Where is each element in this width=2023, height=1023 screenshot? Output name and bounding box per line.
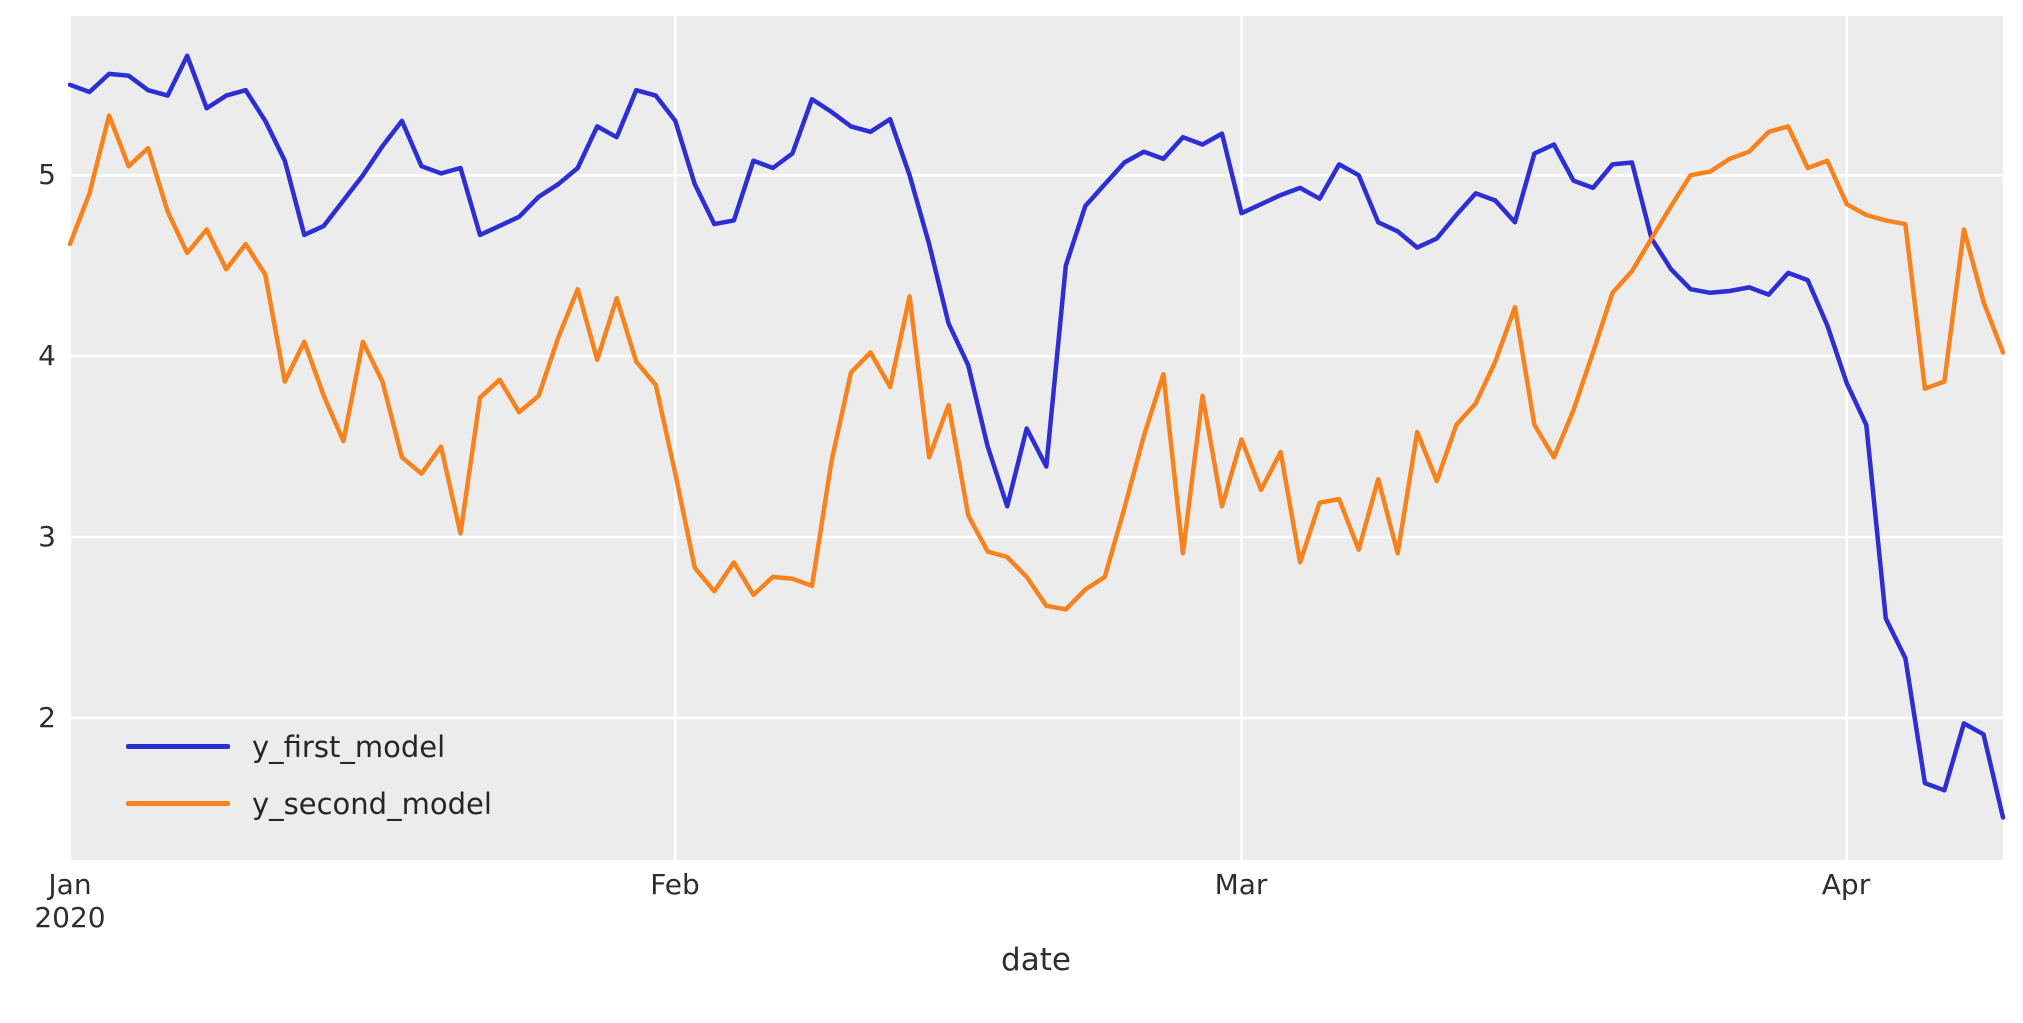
y-tick-label-4: 4: [38, 339, 56, 372]
x-tick-label-apr: Apr: [1821, 868, 1871, 901]
plot-area: [70, 16, 2003, 860]
legend-item-y-first-model: y_first_model: [126, 718, 492, 775]
x-tick-label-mar: Mar: [1214, 868, 1268, 901]
x-tick-label-jan-month: Jan: [48, 868, 92, 901]
legend-label-y-second-model: y_second_model: [252, 786, 492, 821]
gridlines: [68, 16, 2003, 860]
legend: y_first_model y_second_model: [126, 718, 492, 832]
legend-item-y-second-model: y_second_model: [126, 775, 492, 832]
legend-line-sample-orange: [126, 801, 230, 806]
legend-line-sample-blue: [126, 744, 230, 749]
legend-label-y-first-model: y_first_model: [252, 729, 446, 764]
x-axis-title: date: [1001, 942, 1071, 978]
y-tick-label-5: 5: [38, 158, 56, 191]
series-lines: [67, 53, 2006, 820]
x-tick-label-jan-year: 2020: [34, 901, 106, 934]
series-line-y-first-model: [67, 53, 2006, 820]
y-tick-label-3: 3: [38, 520, 56, 553]
y-tick-label-2: 2: [38, 701, 56, 734]
x-tick-label-feb: Feb: [650, 868, 700, 901]
x-tick-label-jan: Jan 2020: [0, 868, 140, 934]
series-line-y-second-model: [67, 113, 2006, 612]
